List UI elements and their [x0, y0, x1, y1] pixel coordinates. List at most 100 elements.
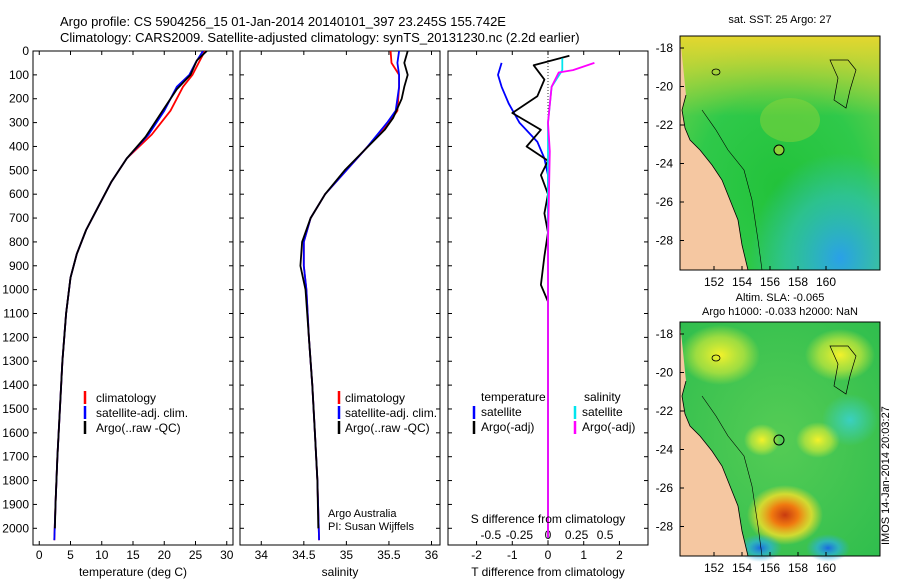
y-tick-label: 300: [9, 116, 29, 130]
x-tick-label: 34: [255, 548, 269, 562]
map-y-tick-label: -26: [656, 195, 674, 209]
map-y-tick-label: -18: [656, 41, 674, 55]
y-tick-label: 1400: [2, 378, 29, 392]
map-x-tick-label: 156: [760, 275, 780, 289]
difference-x-ticks: -2 -1 0 1 2-0.5 -0.25 0 0.25 0.5: [471, 51, 623, 562]
x-tick-label: 30: [220, 548, 234, 562]
x-tick-label: 0: [545, 548, 552, 562]
salinity-x-label: salinity: [322, 565, 359, 579]
legend-label-argo: Argo(..raw -QC): [345, 421, 430, 435]
land-australia: [680, 36, 748, 270]
y-tick-label: 1800: [2, 474, 29, 488]
map-y-tick-label: -24: [656, 443, 674, 457]
map-y-tick-label: -28: [656, 520, 674, 534]
y-tick-label: 1200: [2, 330, 29, 344]
difference-legend: temperature salinity satellite Argo(-adj…: [472, 390, 635, 434]
legend-label-s-argo: Argo(-adj): [582, 420, 635, 434]
s-diff-tick-label: 0.5: [597, 528, 614, 542]
x-tick-label: -2: [471, 548, 482, 562]
figure-title-line1: Argo profile: CS 5904256_15 01-Jan-2014 …: [60, 14, 506, 29]
map-x-tick-label: 152: [704, 561, 724, 575]
sst-map: 152 154 156 158 160 -18 -20 -22 -24 -26 -28: [656, 35, 881, 289]
map-y-tick-label: -28: [656, 234, 674, 248]
legend-label-argo: Argo(..raw -QC): [96, 421, 181, 435]
map-x-tick-label: 160: [816, 275, 836, 289]
legend-label-climatology: climatology: [345, 391, 405, 405]
y-tick-label: 700: [9, 211, 29, 225]
salinity-axes-frame: [239, 50, 441, 546]
generation-timestamp: IMOS 14-Jan-2014 20:03:27: [880, 406, 892, 545]
sla-high-anomaly: [680, 325, 760, 385]
s-diff-tick-label: -0.25: [506, 528, 534, 542]
difference-panel: -2 -1 0 1 2-0.5 -0.25 0 0.25 0.5 T difference fr…: [447, 50, 649, 579]
y-tick-label: 1000: [2, 283, 29, 297]
temperature-legend: climatology satellite-adj. clim. Argo(..…: [83, 391, 188, 435]
reef-contour: [829, 59, 857, 109]
argo-location-marker: [773, 434, 785, 446]
salinity-y-ticks: [240, 50, 440, 529]
sla-low-anomaly: [806, 534, 850, 562]
x-tick-label: 25: [189, 548, 203, 562]
shelf-contour: [701, 109, 763, 271]
x-tick-label: 10: [95, 548, 109, 562]
y-tick-label: 200: [9, 92, 29, 106]
sla-low-anomaly: [738, 534, 782, 562]
temperature-x-ticks: 0 5 10 15 20 25 30: [36, 51, 234, 562]
map-y-tick-label: -20: [656, 80, 674, 94]
reef-contour: [829, 345, 857, 395]
temperature-series: [53, 51, 208, 541]
map-x-tick-label: 158: [788, 561, 808, 575]
series-line-argo-raw-qc-: [299, 51, 409, 529]
difference-x-label: T difference from climatology: [471, 565, 625, 579]
sla-map: 152 154 156 158 160 -18 -20 -22 -24 -26 -28: [656, 321, 881, 575]
series-line-argo-adj-: [547, 62, 595, 538]
series-line-argo-raw-qc-: [54, 51, 208, 529]
legend-header-salinity: salinity: [584, 390, 621, 404]
difference-top-label: S difference from climatology: [471, 512, 626, 526]
sla-peak-anomaly: [747, 485, 823, 545]
coastline: [681, 94, 749, 271]
legend-label-climatology: climatology: [96, 391, 156, 405]
float-program-label: Argo Australia: [328, 508, 397, 520]
argo-location-marker: [773, 144, 785, 156]
y-tick-label: 1700: [2, 450, 29, 464]
y-tick-label: 1300: [2, 354, 29, 368]
y-tick-label: 1100: [3, 307, 29, 321]
y-tick-label: 900: [9, 259, 29, 273]
x-tick-label: 1: [580, 548, 587, 562]
x-tick-label: 20: [158, 548, 172, 562]
sla-map-title-line2: Argo h1000: -0.033 h2000: NaN: [702, 306, 858, 318]
map-y-tick-label: -26: [656, 481, 674, 495]
legend-label-t-argo: Argo(-adj): [481, 420, 534, 434]
legend-label-t-satellite: satellite: [481, 405, 522, 419]
sst-map-ticks: 152 154 156 158 160 -18 -20 -22 -24 -26 -28: [656, 41, 837, 289]
x-tick-label: 5: [67, 548, 74, 562]
figure-title-line2: Climatology: CARS2009. Satellite-adjuste…: [60, 30, 580, 45]
temperature-axes-frame: [32, 50, 234, 546]
map-x-tick-label: 154: [732, 275, 752, 289]
float-pi-label: PI: Susan Wijffels: [328, 521, 414, 533]
sla-low-anomaly: [822, 394, 878, 446]
y-tick-label: 1500: [2, 402, 29, 416]
difference-y-ticks: [448, 50, 648, 529]
sla-map-frame: [679, 321, 881, 557]
reef-marker: [711, 354, 721, 362]
y-tick-label: 100: [9, 68, 29, 82]
map-x-tick-label: 158: [788, 275, 808, 289]
y-tick-label: 2000: [2, 521, 29, 535]
sla-high-anomaly: [744, 424, 780, 456]
sst-map-frame: [679, 35, 881, 271]
map-y-tick-label: -20: [656, 366, 674, 380]
y-tick-label: 600: [9, 187, 29, 201]
x-tick-label: 35: [340, 548, 354, 562]
temperature-x-label: temperature (deg C): [79, 565, 187, 579]
x-tick-label: 36: [425, 548, 439, 562]
sla-map-title-line1: Altim. SLA: -0.065: [735, 292, 825, 304]
y-tick-label: 500: [9, 163, 29, 177]
sst-map-title: sat. SST: 25 Argo: 27: [728, 14, 832, 26]
x-tick-label: 0: [36, 548, 43, 562]
s-diff-tick-label: -0.5: [481, 528, 502, 542]
map-x-tick-label: 152: [704, 275, 724, 289]
temperature-panel: 0 5 10 15 20 25 30 0 100 200 300 400 500 600 700 800 90…: [2, 44, 233, 579]
sst-patch: [760, 98, 820, 142]
